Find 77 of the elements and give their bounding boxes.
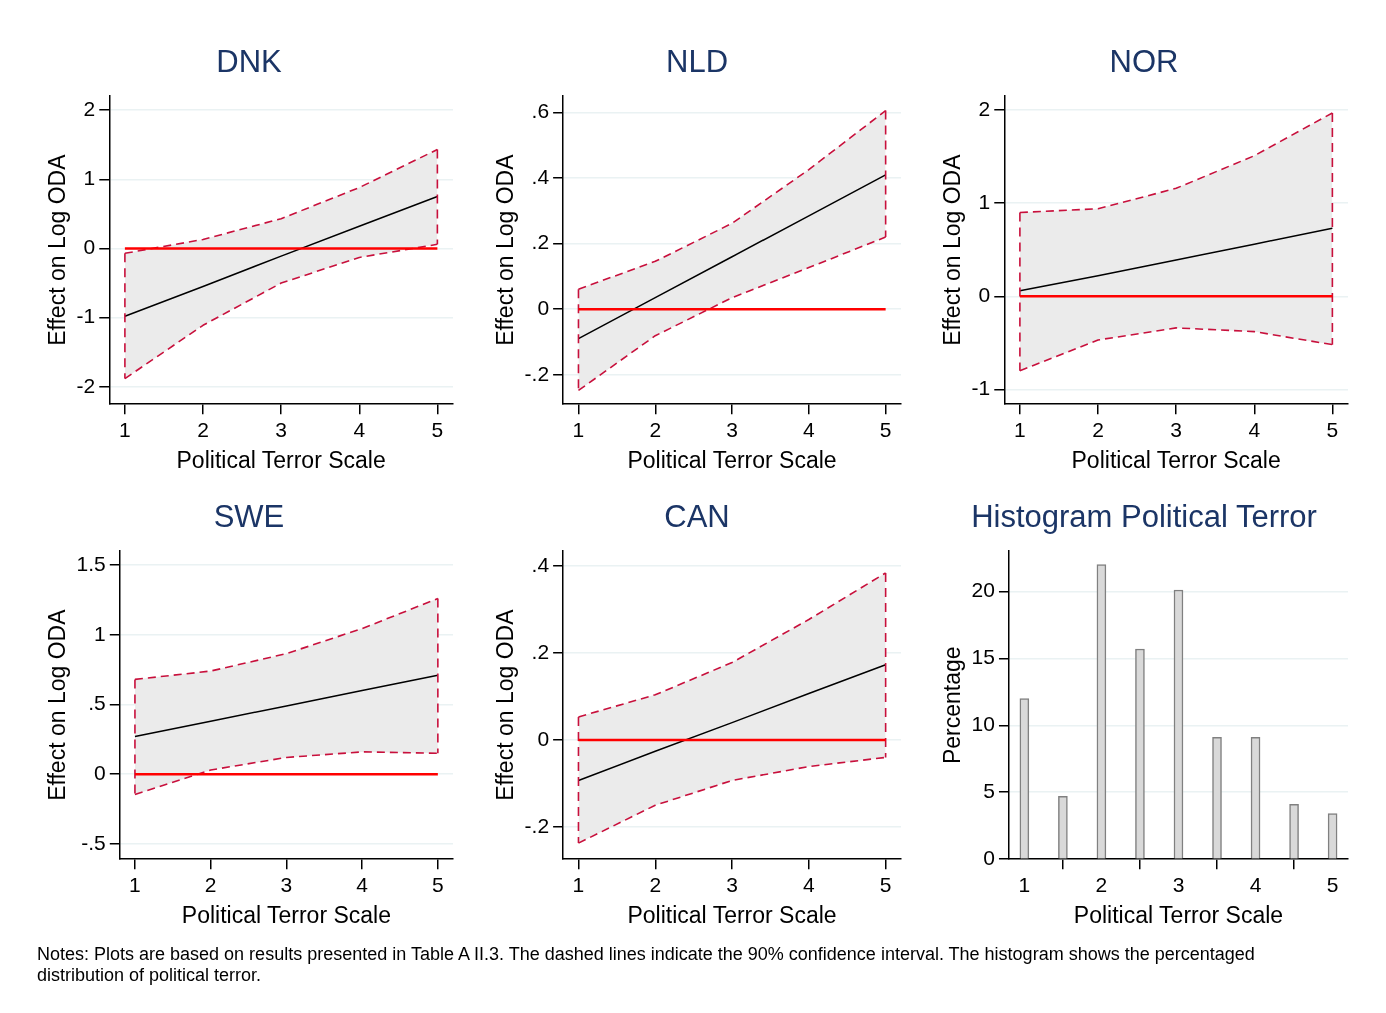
chart-title: NLD bbox=[665, 44, 729, 80]
y-axis-title: Effect on Log ODA bbox=[44, 153, 71, 346]
chart-title: Histogram Political Terror bbox=[971, 499, 1317, 535]
x-tick-label: 3 bbox=[1170, 417, 1182, 441]
x-tick-label: 2 bbox=[649, 872, 662, 896]
chart-title: SWE bbox=[213, 499, 285, 535]
y-tick-label: 2 bbox=[83, 96, 96, 120]
y-tick-label: 0 bbox=[83, 235, 96, 259]
y-tick-label: .5 bbox=[88, 691, 106, 715]
y-tick-label: -2 bbox=[76, 373, 96, 397]
x-tick-label: 1 bbox=[572, 417, 585, 441]
x-tick-label: 5 bbox=[879, 417, 892, 441]
x-tick-label: 5 bbox=[1326, 872, 1339, 896]
y-tick-label: .6 bbox=[531, 99, 550, 123]
x-axis-title: Political Terror Scale bbox=[627, 446, 837, 473]
y-tick-label: 2 bbox=[978, 96, 991, 120]
y-axis-title: Effect on Log ODA bbox=[492, 608, 519, 801]
x-axis-title: Political Terror Scale bbox=[181, 901, 392, 928]
x-tick-label: 3 bbox=[275, 417, 287, 441]
x-tick-label: 3 bbox=[726, 872, 738, 896]
y-tick-label: 1 bbox=[94, 621, 106, 645]
y-tick-label: 1 bbox=[978, 190, 991, 214]
y-tick-label: 0 bbox=[537, 295, 550, 319]
x-tick-label: 4 bbox=[353, 417, 366, 441]
y-tick-label: 10 bbox=[971, 712, 995, 736]
x-tick-label: 2 bbox=[204, 872, 217, 896]
x-tick-label: 5 bbox=[432, 872, 444, 896]
x-tick-label: 2 bbox=[649, 417, 662, 441]
y-tick-label: .4 bbox=[531, 164, 550, 188]
chart-title: NOR bbox=[1109, 44, 1179, 80]
x-tick-label: 1 bbox=[1018, 872, 1031, 896]
x-tick-label: 2 bbox=[197, 417, 209, 441]
x-tick-label: 3 bbox=[280, 872, 293, 896]
x-tick-label: 4 bbox=[1249, 872, 1262, 896]
x-tick-label: 4 bbox=[803, 417, 815, 441]
x-tick-label: 3 bbox=[1172, 872, 1185, 896]
y-tick-label: -1 bbox=[76, 304, 96, 328]
y-tick-label: 1 bbox=[83, 166, 96, 190]
y-tick-label: .4 bbox=[531, 552, 550, 576]
y-tick-label: -.5 bbox=[81, 830, 106, 854]
y-tick-label: 5 bbox=[983, 779, 995, 803]
chart-title: DNK bbox=[216, 44, 283, 80]
x-axis-title: Political Terror Scale bbox=[627, 901, 837, 928]
y-tick-label: 0 bbox=[537, 726, 550, 750]
y-tick-label: -1 bbox=[971, 376, 991, 400]
y-tick-label: -.2 bbox=[524, 361, 550, 385]
x-axis-title: Political Terror Scale bbox=[176, 446, 386, 473]
x-tick-label: 5 bbox=[879, 872, 892, 896]
x-tick-label: 5 bbox=[1326, 417, 1339, 441]
x-axis-title: Political Terror Scale bbox=[1071, 446, 1281, 473]
chart-title: CAN bbox=[664, 499, 730, 535]
x-tick-label: 2 bbox=[1092, 417, 1104, 441]
x-tick-label: 2 bbox=[1095, 872, 1108, 896]
y-tick-label: 15 bbox=[971, 645, 995, 669]
x-tick-label: 5 bbox=[431, 417, 444, 441]
y-axis-title: Effect on Log ODA bbox=[492, 153, 519, 346]
text: Notes: Plots are based on results presented in Table A II.3. The dashed lines indicate the 90% confidence interval. The histogram shows the percentaged distribution of political terror. bbox=[37, 944, 1256, 986]
y-tick-label: 0 bbox=[94, 760, 106, 784]
y-axis-title: Percentage bbox=[939, 646, 966, 765]
x-tick-label: 4 bbox=[803, 872, 815, 896]
x-tick-label: 1 bbox=[119, 417, 131, 441]
y-tick-label: .2 bbox=[531, 639, 550, 663]
x-tick-label: 4 bbox=[1248, 417, 1261, 441]
x-axis-title: Political Terror Scale bbox=[1073, 901, 1284, 928]
y-tick-label: .2 bbox=[531, 230, 550, 254]
x-tick-label: 3 bbox=[726, 417, 738, 441]
y-tick-label: -.2 bbox=[524, 813, 550, 837]
y-tick-label: 0 bbox=[978, 283, 991, 307]
y-axis-title: Effect on Log ODA bbox=[44, 608, 71, 801]
x-tick-label: 1 bbox=[1014, 417, 1026, 441]
x-tick-label: 1 bbox=[129, 872, 141, 896]
x-tick-label: 4 bbox=[356, 872, 369, 896]
y-tick-label: 1.5 bbox=[76, 551, 106, 575]
y-tick-label: 20 bbox=[971, 578, 995, 602]
y-tick-label: 0 bbox=[983, 846, 995, 869]
x-tick-label: 1 bbox=[572, 872, 585, 896]
y-axis-title: Effect on Log ODA bbox=[939, 153, 966, 346]
